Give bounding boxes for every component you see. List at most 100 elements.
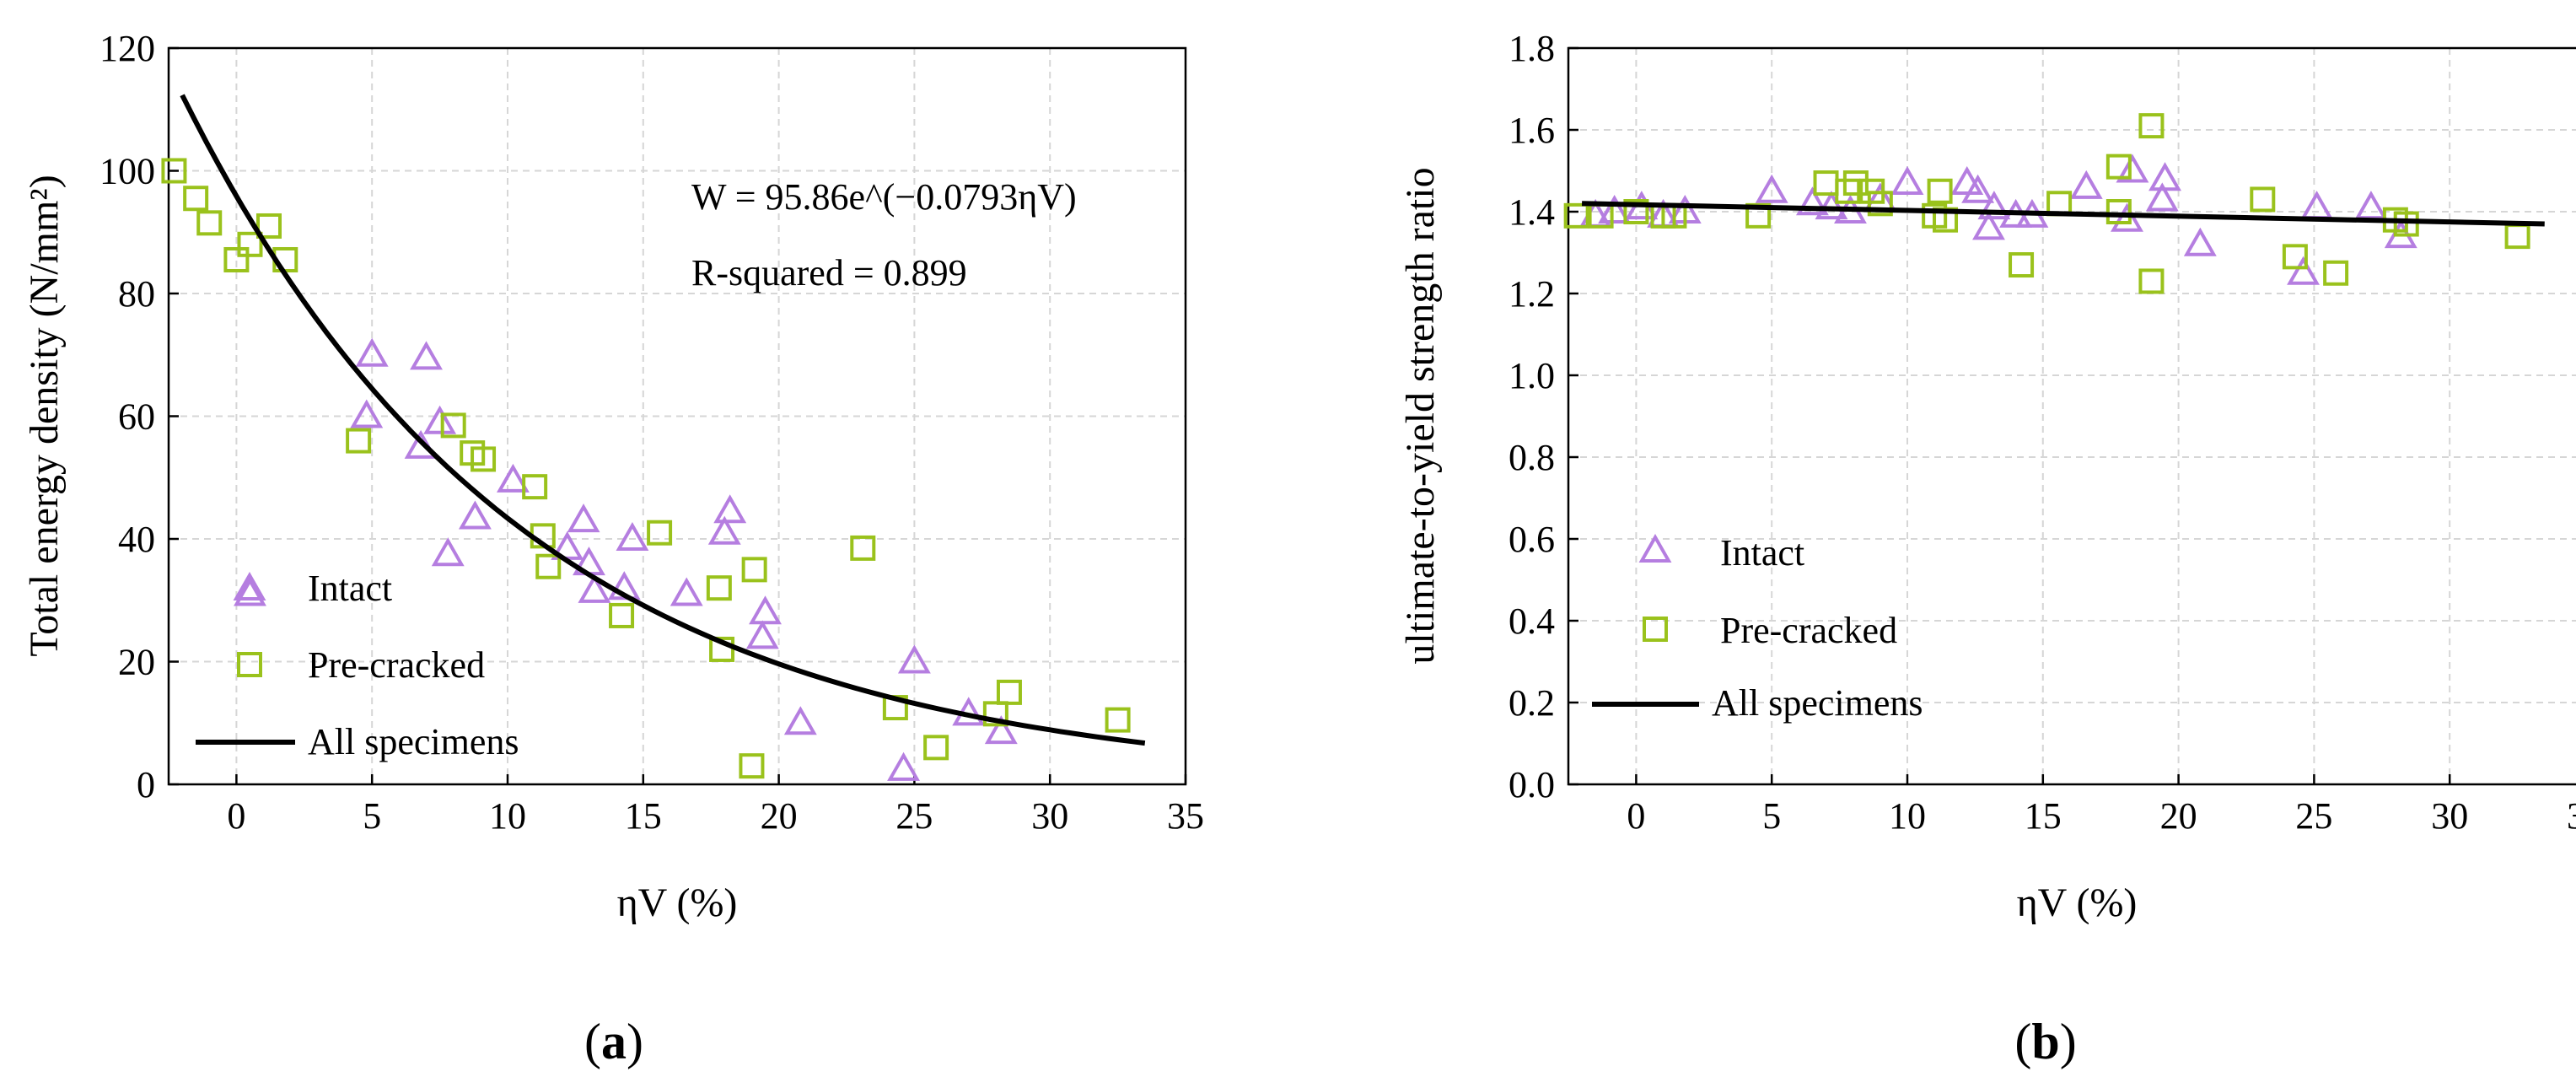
point-intact [1950,166,1984,196]
panel-b-label: (b) [2014,1014,2076,1069]
point-precracked [2504,223,2530,250]
point-precracked [471,446,497,472]
y-tick-label: 0.0 [1508,764,1555,805]
point-precracked [709,636,735,662]
y-tick-label: 0.6 [1508,519,1555,560]
point-precracked [440,412,466,439]
point-intact [234,577,266,606]
legend-b-intact-label: Intact [1720,532,1804,574]
y-tick-label: 40 [118,519,155,560]
point-intact [2354,191,2388,220]
point-precracked [850,535,876,561]
point-precracked [161,158,187,184]
point-intact [2145,182,2179,212]
x-tick-label: 25 [895,795,933,837]
chart-a-fit-curve [180,94,1146,746]
point-intact [2287,256,2320,285]
point-precracked [1927,178,1953,204]
point-precracked [535,553,562,579]
x-tick-label: 35 [2567,795,2576,837]
chart-a-ticks: 0 5 10 15 20 25 30 35 0 20 40 60 80 100 120 [99,28,1204,837]
chart-a-equation: W = 95.86e^(−0.0793ηV) [691,176,1077,218]
point-intact [496,463,530,493]
point-precracked [2323,260,2349,286]
point-intact [1890,166,1924,196]
x-tick-label: 0 [227,795,245,837]
point-intact [1598,194,1632,223]
point-precracked [982,701,1008,727]
y-tick-label: 60 [118,396,155,438]
legend-b-precracked-label: Pre-cracked [1720,610,1897,651]
y-tick-label: 100 [99,151,155,192]
point-intact [745,620,779,649]
x-tick-label: 35 [1167,795,1204,837]
point-precracked [996,679,1022,705]
legend-a-precracked-marker [237,652,262,677]
point-intact [897,644,931,674]
point-precracked [346,428,372,454]
legend-b-fit-label: All specimens [1712,682,1923,724]
point-intact [887,751,920,781]
point-intact [578,574,611,603]
point-precracked [741,557,767,583]
point-intact [2069,170,2103,199]
point-precracked [183,186,209,212]
chart-b-ylabel: ultimate-to-yield strength ratio [1398,167,1443,664]
chart-a-r-squared: R-squared = 0.899 [691,252,967,293]
point-intact [984,715,1018,745]
point-precracked [706,575,732,601]
legend-a-fit-label: All specimens [308,721,519,762]
x-tick-label: 10 [489,795,526,837]
point-precracked [1563,202,1589,229]
chart-b-plot-frame [1567,46,2576,786]
point-precracked [923,735,949,761]
point-intact [2183,227,2217,256]
chart-a-ylabel: Total energy density (N/mm²) [22,175,67,656]
x-tick-label: 30 [2431,795,2468,837]
x-tick-label: 5 [1762,795,1781,837]
point-intact [423,405,457,434]
point-intact [1977,191,2011,220]
point-intact [607,571,641,600]
chart-a-grid [169,48,1186,784]
point-precracked [739,753,765,779]
point-precracked [1623,199,1649,224]
y-tick-label: 0.4 [1508,600,1555,642]
point-intact [2300,191,2334,220]
point-intact [783,706,817,735]
legend-a-precracked-label: Pre-cracked [308,644,485,686]
point-intact [2148,162,2181,191]
point-intact [2116,153,2149,183]
chart-a-xlabel: ηV (%) [617,880,738,925]
point-precracked [2250,186,2276,213]
point-precracked [1867,191,1893,217]
point-precracked [609,602,635,628]
point-precracked [1835,178,1861,204]
point-precracked [223,246,250,272]
x-tick-label: 25 [2295,795,2332,837]
chart-b-grid [1568,48,2576,784]
point-precracked [2138,268,2165,294]
point-intact [713,494,747,524]
x-tick-label: 15 [625,795,662,837]
chart-b-xlabel: ηV (%) [2017,880,2138,925]
chart-b-ticks: 0 5 10 15 20 25 30 35 0.0 0.2 0.4 0.6 0.8 1.0 1.2 1.4 1.… [1508,28,2576,837]
point-precracked [1842,170,1869,197]
point-precracked [522,474,548,500]
point-intact [2111,202,2143,232]
chart-b-points [1563,113,2530,294]
point-intact [410,341,443,370]
point-precracked [647,520,673,546]
legend-a-intact-label: Intact [308,568,392,609]
point-precracked [255,213,282,239]
x-tick-label: 20 [761,795,798,837]
point-precracked [2105,199,2132,224]
y-tick-label: 1.8 [1508,28,1555,69]
y-tick-label: 1.2 [1508,273,1555,315]
y-tick-label: 0.2 [1508,682,1555,724]
x-tick-label: 15 [2025,795,2062,837]
y-tick-label: 1.4 [1508,191,1555,233]
chart-a-points [161,158,1131,781]
point-intact [355,337,389,367]
legend-a-intact-marker [233,571,266,600]
